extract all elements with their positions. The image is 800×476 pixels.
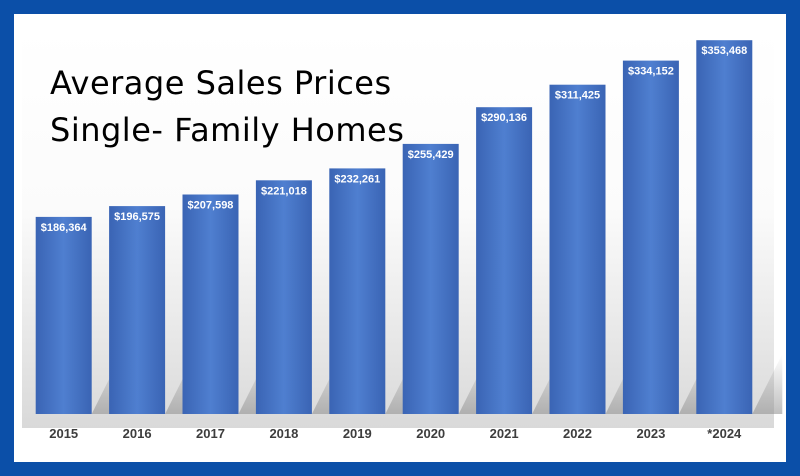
value-label-2019: $232,261 xyxy=(334,173,380,185)
chart-frame: Average Sales Prices Single- Family Home… xyxy=(14,14,786,462)
value-label-2018: $221,018 xyxy=(261,185,307,197)
value-label-2020: $255,429 xyxy=(408,149,454,161)
value-label-2015: $186,364 xyxy=(41,222,88,234)
x-tick-label-2017: 2017 xyxy=(196,426,225,441)
bar-2022 xyxy=(549,84,606,414)
chart-title-line-1: Average Sales Prices xyxy=(50,64,392,102)
value-label-2017: $207,598 xyxy=(188,200,234,212)
bar-2021 xyxy=(476,107,533,414)
x-tick-label-2023: 2023 xyxy=(636,426,665,441)
bar-2019 xyxy=(329,168,386,414)
x-tick-label-2021: 2021 xyxy=(490,426,519,441)
value-label-2016: $196,575 xyxy=(114,211,160,223)
x-tick-label-2019: 2019 xyxy=(343,426,372,441)
bar-2018 xyxy=(255,180,312,414)
value-label-2023: $334,152 xyxy=(628,66,674,78)
bar-chart: $186,364 2015 $196,575 2016 $207,598 2017 $221… xyxy=(35,40,783,441)
value-label-2022: $311,425 xyxy=(555,90,600,102)
x-tick-label-2015: 2015 xyxy=(49,426,78,441)
bar-2015 xyxy=(35,216,92,414)
bar-2016 xyxy=(109,206,166,414)
chart-title-line-2: Single- Family Homes xyxy=(50,111,405,149)
bar-2023 xyxy=(622,60,679,414)
x-tick-label-*2024: *2024 xyxy=(707,426,742,441)
bar-*2024 xyxy=(696,40,753,414)
x-tick-label-2020: 2020 xyxy=(416,426,445,441)
x-tick-label-2018: 2018 xyxy=(269,426,298,441)
bar-shadow-*2024 xyxy=(752,354,783,414)
value-label-*2024: $353,468 xyxy=(701,45,747,57)
value-label-2021: $290,136 xyxy=(481,112,527,124)
bar-2017 xyxy=(182,194,239,414)
x-tick-label-2016: 2016 xyxy=(123,426,152,441)
bar-2020 xyxy=(402,143,459,414)
x-tick-label-2022: 2022 xyxy=(563,426,592,441)
